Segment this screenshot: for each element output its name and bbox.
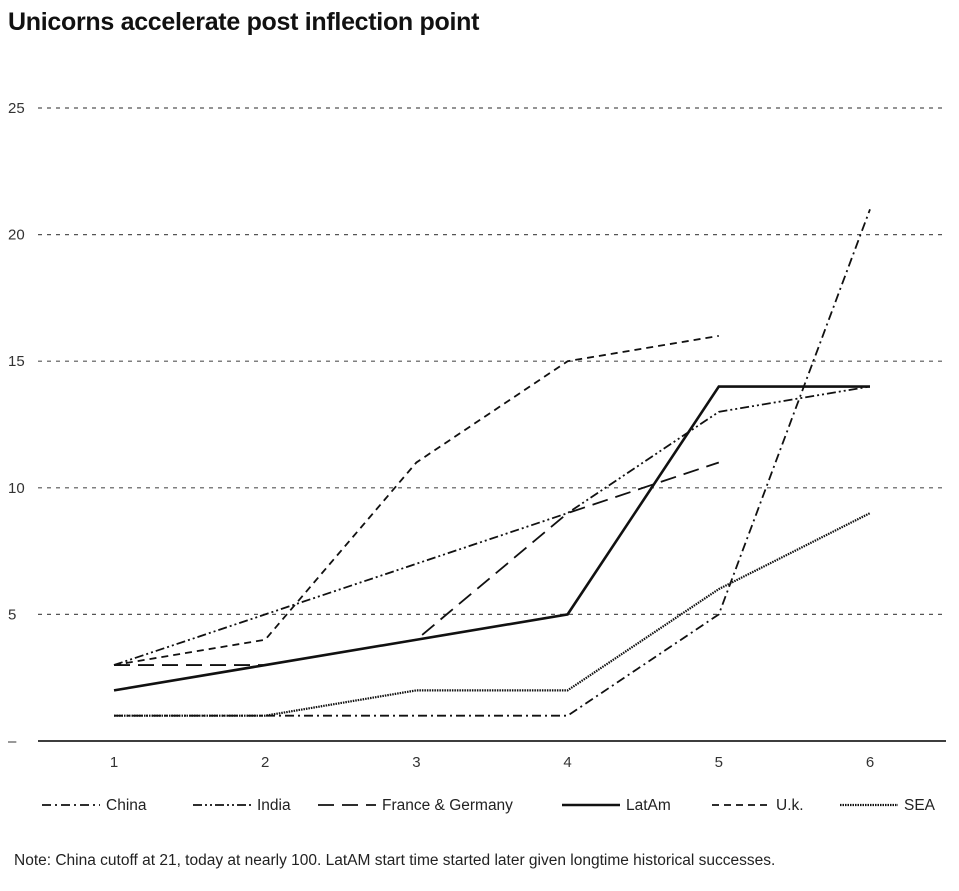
legend-label: India [257,797,291,814]
series-line-france-germany [114,461,720,666]
y-tick-label: 5 [8,606,16,623]
x-tick-label: 3 [412,754,420,771]
chart-title: Unicorns accelerate post inflection poin… [8,8,480,36]
x-tick-label: 1 [110,754,118,771]
x-tick-label: 2 [261,754,269,771]
x-tick-label: 6 [866,754,874,771]
y-tick-label: – [8,733,17,750]
chart-note: Note: China cutoff at 21, today at nearl… [14,852,776,869]
x-tick-label: 4 [563,754,571,771]
y-tick-label: 15 [8,353,25,370]
series-line-china [114,208,871,717]
series-line-u-k- [113,334,719,666]
series-line-india [113,385,871,666]
series-line-latam [113,385,870,692]
series-line-sea [114,512,871,717]
legend-label: France & Germany [382,797,513,814]
y-tick-label: 20 [8,227,25,244]
legend-label: SEA [904,797,936,814]
x-tick-label: 5 [715,754,723,771]
y-tick-label: 10 [8,480,25,497]
y-tick-label: 25 [8,100,25,117]
legend-label: LatAm [626,797,671,814]
legend-label: China [106,797,147,814]
legend-label: U.k. [776,797,804,814]
